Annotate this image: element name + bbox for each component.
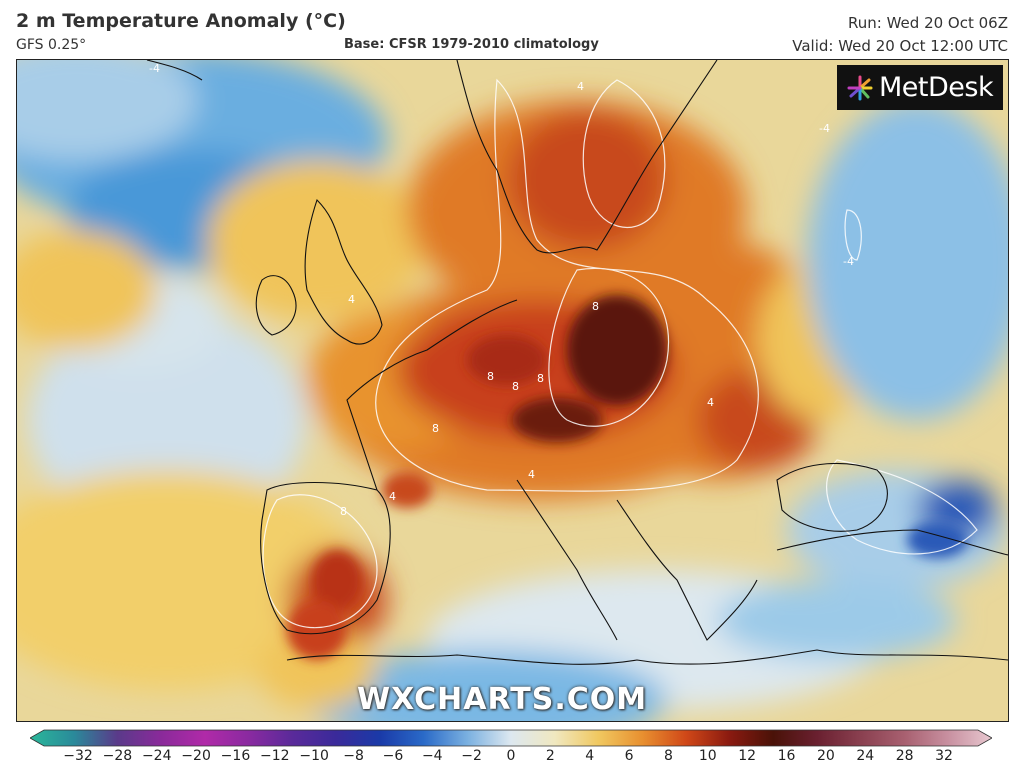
map-canvas: -4 4 -4 8 8 8 8 8 8 4 4 -4 4 4 [17, 60, 1008, 721]
map-title: 2 m Temperature Anomaly (°C) [16, 10, 346, 32]
colorbar-ticks: −32 −28 −24 −20 −16 −12 −10 −8 −6 −4 −2 0 2 4 6 8 10 12 16… [0, 748, 1024, 770]
contour-label: 8 [592, 300, 599, 313]
valid-time-label: Valid: Wed 20 Oct 12:00 UTC [792, 37, 1008, 55]
colorbar-tick-label: 10 [698, 748, 717, 764]
colorbar-tick-label: 32 [935, 748, 953, 764]
colorbar-tick-label: 6 [624, 748, 634, 764]
contour-label: -4 [149, 62, 160, 75]
contour-label: -4 [819, 122, 830, 135]
colorbar-tick-label: −32 [63, 748, 93, 764]
colorbar-tick-label: 8 [663, 748, 673, 764]
contour-label: 4 [348, 293, 355, 306]
colorbar-tick-label: 24 [856, 748, 875, 764]
colorbar-tick-label: 28 [895, 748, 914, 764]
contour-label: -4 [843, 255, 854, 268]
colorbar-tick-label: −8 [343, 748, 364, 764]
contour-label: 8 [340, 505, 347, 518]
colorbar-tick-label: −4 [421, 748, 443, 764]
metdesk-logo-text: MetDesk [879, 72, 994, 103]
contour-label: 4 [528, 468, 535, 481]
colorbar-tick-label: 0 [506, 748, 516, 764]
contour-value-labels: -4 4 -4 8 8 8 8 8 8 4 4 -4 4 4 [149, 62, 854, 518]
colorbar-tick-label: −16 [220, 748, 251, 764]
metdesk-logo: MetDesk [837, 65, 1003, 110]
colorbar-tick-label: 12 [738, 748, 757, 764]
metdesk-logo-icon [847, 75, 873, 100]
coastlines [146, 60, 1008, 665]
colorbar-tick-label: −10 [299, 748, 329, 764]
base-climatology-label: Base: CFSR 1979-2010 climatology [344, 37, 599, 52]
contour-lines [262, 78, 978, 629]
contour-label: 8 [537, 372, 544, 385]
run-time-label: Run: Wed 20 Oct 06Z [848, 14, 1008, 32]
colorbar [30, 729, 992, 747]
colorbar-tick-label: −12 [260, 748, 290, 764]
colorbar-tick-label: −28 [102, 748, 133, 764]
colorbar-tick-label: 4 [585, 748, 595, 764]
contour-label: 4 [707, 396, 714, 409]
contour-label: 8 [432, 422, 439, 435]
colorbar-tick-label: −24 [141, 748, 172, 764]
anomaly-map: -4 4 -4 8 8 8 8 8 8 4 4 -4 4 4 [16, 59, 1009, 722]
colorbar-tick-label: −6 [382, 748, 404, 764]
colorbar-shape [30, 729, 992, 747]
colorbar-tick-label: −2 [461, 748, 482, 764]
colorbar-tick-label: 2 [545, 748, 555, 764]
colorbar-tick-label: 20 [816, 748, 835, 764]
colorbar-tick-label: 16 [777, 748, 796, 764]
contour-label: 8 [487, 370, 494, 383]
colorbar-tick-label: −20 [181, 748, 211, 764]
contour-label: 4 [577, 80, 584, 93]
wxcharts-watermark: WXCHARTS.COM [357, 682, 648, 717]
anomaly-hotspots [287, 295, 967, 660]
contour-label: 4 [389, 490, 396, 503]
model-label: GFS 0.25° [16, 37, 87, 53]
anomaly-field [17, 60, 1008, 721]
contour-label: 8 [512, 380, 519, 393]
